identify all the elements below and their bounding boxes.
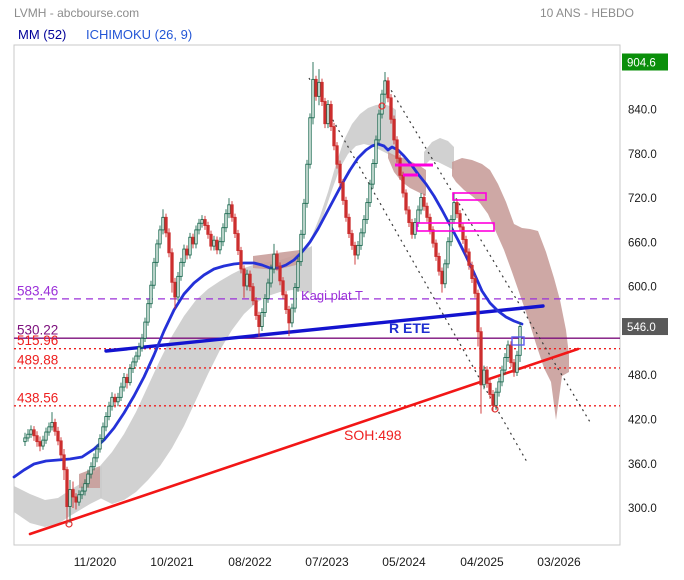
last-price-badge	[622, 318, 668, 336]
svg-text:480.0: 480.0	[628, 370, 657, 382]
svg-text:03/2026: 03/2026	[537, 555, 581, 569]
svg-text:08/2022: 08/2022	[228, 555, 272, 569]
soh-annotation: SOH:498	[344, 427, 402, 443]
svg-text:04/2025: 04/2025	[460, 555, 504, 569]
svg-text:840.0: 840.0	[628, 105, 657, 117]
svg-text:780.0: 780.0	[628, 149, 657, 161]
high-price-badge	[622, 53, 668, 71]
last-candle-marker-box	[511, 336, 525, 346]
mm52-line	[12, 142, 524, 479]
svg-text:05/2024: 05/2024	[382, 555, 426, 569]
svg-text:11/2020: 11/2020	[74, 555, 117, 569]
legend-mm52[interactable]: MM (52)	[18, 27, 67, 42]
channel-dotted-lines	[308, 77, 591, 463]
swing-point-circle	[491, 405, 499, 413]
x-axis-labels: 11/2020 10/2021 08/2022 07/2023 05/2024 04/20…	[74, 555, 581, 569]
svg-text:07/2023: 07/2023	[305, 555, 349, 569]
level-label: 515.96	[17, 333, 58, 348]
svg-text:600.0: 600.0	[628, 282, 657, 294]
svg-text:300.0: 300.0	[628, 503, 657, 515]
timeframe-label: 10 ANS - HEBDO	[539, 6, 634, 20]
indicator-legend: MM (52) ICHIMOKU (26, 9)	[18, 27, 192, 42]
svg-text:546.0: 546.0	[627, 322, 656, 334]
resistance-annotation: R ETE	[389, 320, 431, 336]
level-label: 489.88	[17, 352, 58, 367]
svg-text:660.0: 660.0	[628, 237, 657, 249]
level-label: 530.22	[17, 323, 58, 338]
swing-point-circle	[65, 520, 73, 528]
kagi-annotation: Kagi plat T	[301, 288, 363, 303]
svg-text:10/2021: 10/2021	[150, 555, 194, 569]
svg-text:904.6: 904.6	[627, 58, 656, 70]
level-label: 583.46	[17, 283, 58, 298]
svg-text:360.0: 360.0	[628, 459, 657, 471]
level-label: 438.56	[17, 390, 58, 405]
svg-text:720.0: 720.0	[628, 193, 657, 205]
swing-point-circle	[378, 102, 386, 110]
legend-ichimoku[interactable]: ICHIMOKU (26, 9)	[86, 27, 193, 42]
svg-text:420.0: 420.0	[628, 414, 657, 426]
resistance-rete-trendline[interactable]	[104, 304, 545, 353]
magenta-markers	[395, 163, 495, 232]
instrument-title: LVMH - abcbourse.com	[14, 6, 140, 20]
y-axis-labels: 840.0 780.0 720.0 660.0 600.0 480.0 420.0 360.0…	[628, 105, 657, 515]
